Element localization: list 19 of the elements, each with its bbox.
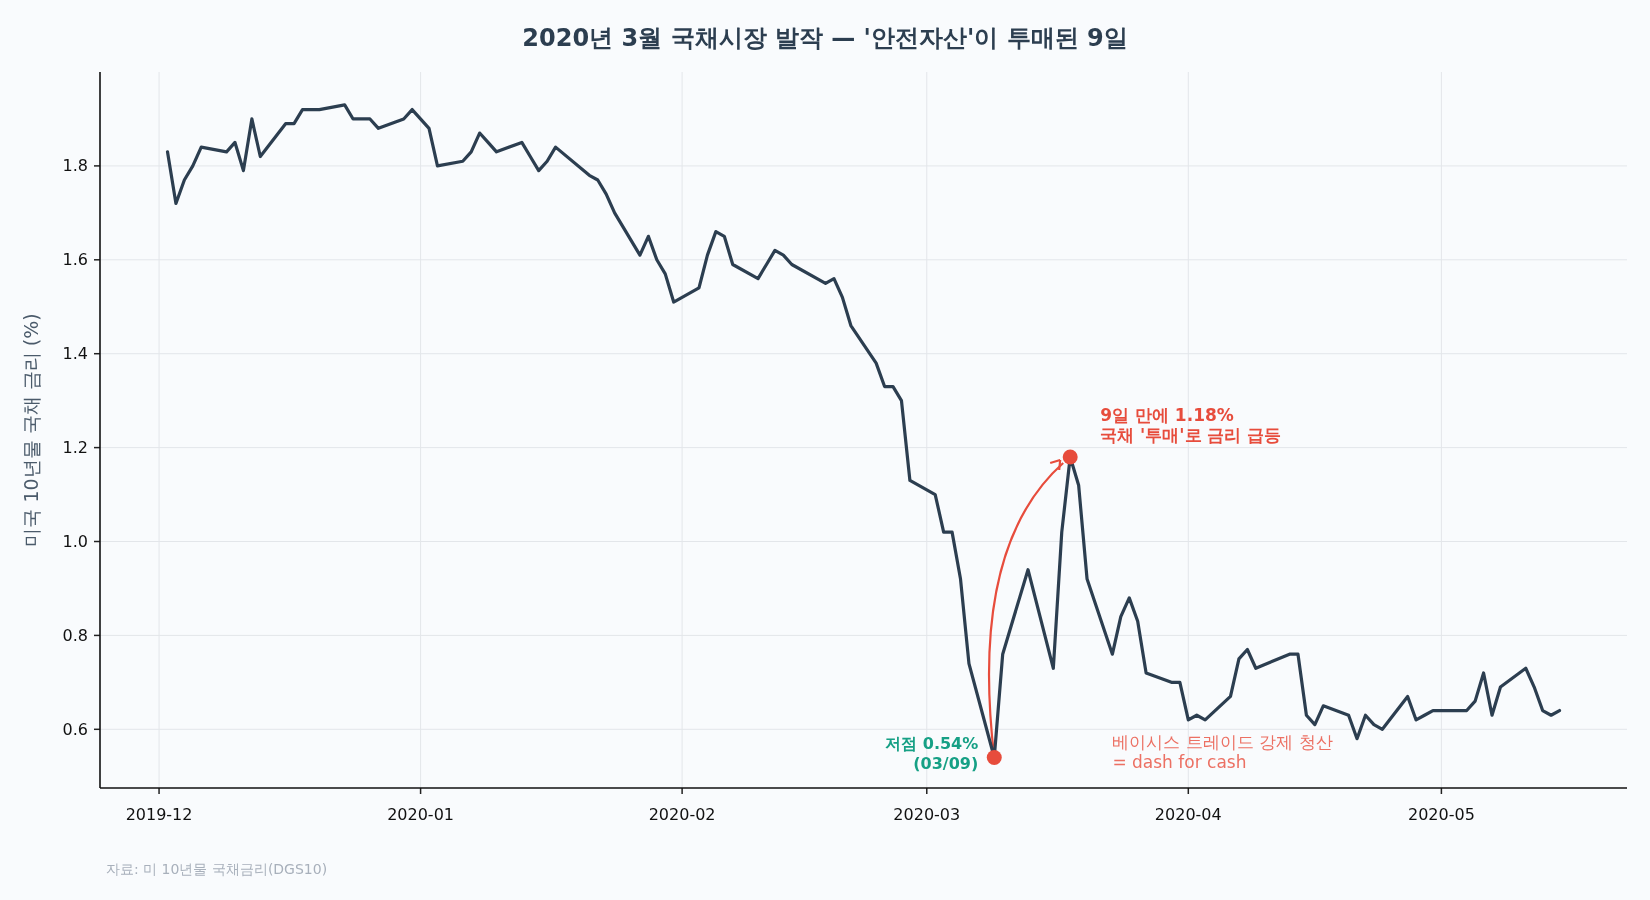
y-tick-label: 0.8 bbox=[62, 625, 88, 645]
xtick: 2020-04 bbox=[1154, 805, 1222, 824]
y-axis-title: 미국 10년물 국채 금리 (%) bbox=[20, 313, 42, 547]
y-tick-label: 1.6 bbox=[62, 250, 88, 270]
chart-title: 2020년 3월 국채시장 발작 — '안전자산'이 투매된 9일 bbox=[522, 24, 1128, 52]
y-tick-label: 1.2 bbox=[62, 438, 88, 458]
annotation: 9일 만에 1.18% 국채 '투매'로 금리 급등 bbox=[1100, 405, 1282, 446]
xtick: 2020-02 bbox=[648, 805, 716, 824]
annotation: 저점 0.54% (03/09) bbox=[885, 734, 979, 773]
y-tick-label: 0.6 bbox=[62, 719, 88, 739]
text: 자료: 미 10년물 국채금리(DGS10) bbox=[106, 861, 328, 877]
xtick: 2020-05 bbox=[1407, 805, 1475, 824]
xtick: 2020-03 bbox=[893, 805, 961, 824]
y-tick-label: 1.8 bbox=[62, 156, 88, 176]
xtick: 2019-12 bbox=[125, 805, 193, 824]
y-tick-label: 1.4 bbox=[62, 344, 88, 364]
y-tick-label: 1.0 bbox=[62, 532, 88, 552]
xtick: 2020-01 bbox=[387, 805, 454, 824]
annotation: 베이시스 트레이드 강제 청산 = dash for cash bbox=[1112, 732, 1333, 773]
